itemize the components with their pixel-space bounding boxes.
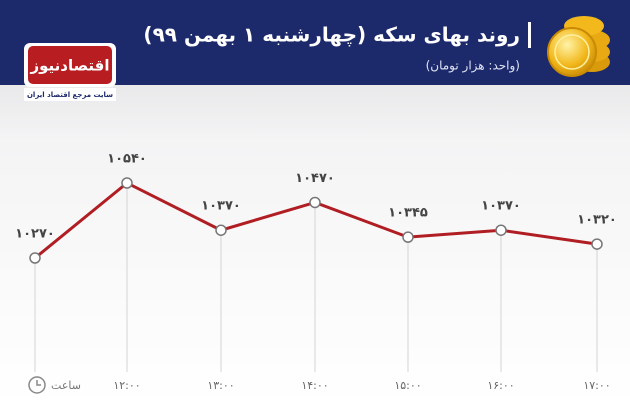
x-axis-label: ساعت	[51, 379, 81, 392]
value-label: ۱۰۳۲۰	[577, 213, 617, 228]
marker	[121, 177, 133, 189]
x-tick-label: ۱۶:۰۰	[487, 379, 514, 392]
chart-title: روند بهای سکه (چهارشنبه ۱ بهمن ۹۹)	[143, 23, 520, 48]
x-tick-label: ۱۴:۰۰	[301, 379, 328, 392]
marker	[591, 238, 603, 250]
value-label: ۱۰۳۷۰	[201, 199, 241, 214]
x-tick-label: ۱۲:۰۰	[113, 379, 140, 392]
value-label: ۱۰۲۷۰	[15, 227, 55, 242]
marker	[215, 224, 227, 236]
value-label: ۱۰۳۷۰	[481, 199, 521, 214]
brand-tagline: سایت مرجع اقتصاد ایران	[27, 91, 113, 99]
coins-icon	[547, 16, 610, 77]
x-tick-label: ۱۳:۰۰	[207, 379, 234, 392]
value-label: ۱۰۵۴۰	[107, 152, 147, 167]
value-label: ۱۰۳۴۵	[388, 206, 428, 221]
marker	[495, 224, 507, 236]
brand-name: اقتصادنیوز	[30, 57, 110, 75]
marker	[309, 196, 321, 209]
x-axis-title: ساعت	[28, 376, 81, 394]
value-label: ۱۰۴۷۰	[295, 171, 335, 186]
title-divider	[528, 22, 531, 48]
marker	[29, 252, 41, 264]
x-tick-label: ۱۷:۰۰	[583, 379, 610, 392]
plot-area: ۱۰۲۷۰ ۱۰۵۴۰ ۱۰۳۷۰ ۱۰۴۷۰ ۱۰۳۴۵ ۱۰۳۷۰ ۱۰۳۲۰ ۱۲:۰۰…	[15, 152, 617, 393]
logo: اقتصادنیوز سایت مرجع اقتصاد ایران	[24, 43, 116, 101]
marker	[402, 231, 414, 243]
chart-subtitle: (واحد: هزار تومان)	[426, 59, 520, 74]
x-tick-label: ۱۵:۰۰	[394, 379, 421, 392]
